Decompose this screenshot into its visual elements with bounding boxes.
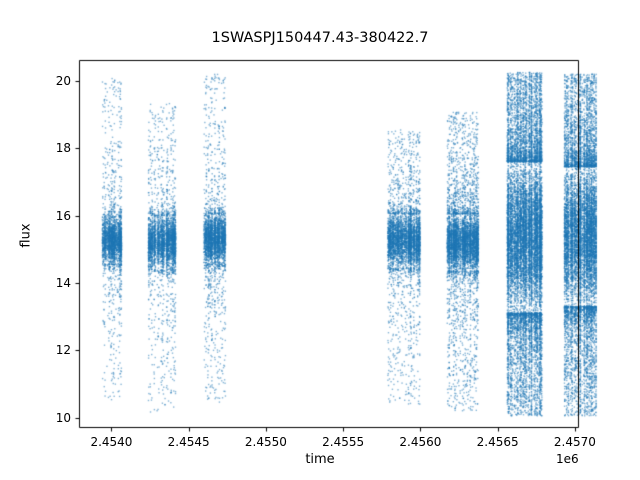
- page-title: 1SWASPJ150447.43-380422.7: [211, 30, 429, 46]
- y-axis-label: flux: [18, 223, 34, 248]
- y-tick-label: 12: [55, 343, 71, 358]
- y-tick-label: 16: [55, 208, 71, 223]
- x-tick-label: 2.4550: [244, 435, 287, 449]
- y-tick-label: 14: [55, 275, 71, 290]
- x-tick-label: 2.4555: [322, 435, 365, 449]
- x-axis-label: time: [305, 452, 335, 467]
- x-tick-label: 2.4540: [90, 435, 133, 449]
- y-tick-label: 20: [55, 73, 71, 88]
- y-tick-label: 18: [55, 141, 71, 156]
- x-tick-label: 2.4545: [167, 435, 210, 449]
- x-tick-label: 2.4570: [553, 435, 596, 449]
- x-tick-label: 2.4560: [399, 435, 442, 449]
- x-tick-label: 2.4565: [476, 435, 519, 449]
- x-axis-offset-text: 1e6: [556, 452, 579, 466]
- y-tick-label: 10: [55, 410, 71, 425]
